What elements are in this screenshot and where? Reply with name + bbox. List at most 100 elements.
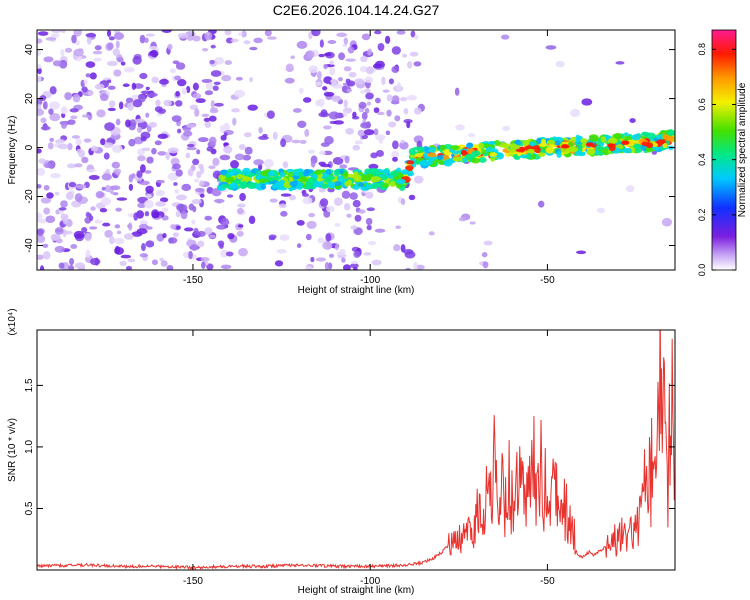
spectrogram-noise-blob [201, 113, 210, 118]
spectrogram-noise-blob [104, 185, 112, 193]
spectrogram-noise-blob [139, 34, 146, 44]
spectrogram-ridge-blob [320, 183, 329, 189]
spectrogram-noise-blob [43, 184, 50, 191]
spectrogram-noise-blob [118, 101, 124, 110]
spectrogram-noise-blob [38, 158, 46, 164]
spectrogram-noise-blob [101, 186, 106, 191]
spectrogram-noise-blob [343, 99, 348, 108]
spectrogram-noise-blob [343, 37, 349, 45]
spectrogram-noise-blob [133, 212, 139, 221]
spectrogram-noise-blob [210, 100, 215, 109]
spectrogram-noise-blob [350, 225, 358, 230]
spectrogram-noise-blob [372, 63, 383, 69]
spectrogram-ridge-blob [545, 146, 554, 154]
spectrogram-ridge-blob [405, 165, 414, 171]
spectrogram-noise-blob [89, 72, 97, 80]
spectrogram-noise-blob [274, 260, 284, 267]
spectrogram-noise-blob [310, 159, 316, 168]
spectrogram-noise-blob [386, 109, 392, 117]
spectrogram-ridge-blob [358, 182, 365, 188]
spectrogram-noise-blob [264, 30, 272, 37]
spectrogram-noise-blob [115, 40, 120, 49]
spectrogram-noise-blob [64, 92, 73, 101]
spectrogram-noise-blob [352, 199, 361, 208]
spectrogram-noise-blob [85, 211, 91, 218]
spectrogram-noise-blob [220, 217, 230, 227]
spectrogram-noise-blob [268, 234, 277, 239]
spectrogram-noise-blob [305, 266, 313, 270]
spectrogram-noise-blob [258, 127, 263, 134]
spectrogram-noise-blob [107, 42, 114, 50]
spectrogram-noise-blob [227, 232, 235, 240]
spectrogram-noise-blob [570, 108, 581, 118]
spectrogram-noise-blob [62, 215, 68, 225]
spectrogram-noise-blob [46, 192, 54, 199]
spectrogram-noise-blob [198, 163, 204, 170]
spectrogram-ridge-blob [622, 147, 632, 154]
spectrogram-noise-blob [37, 184, 42, 189]
spectrogram-ridge-blob [631, 134, 641, 141]
spectrogram-noise-blob [85, 32, 97, 38]
spectrogram-noise-blob [308, 65, 319, 74]
spectrogram-noise-blob [323, 125, 332, 130]
spectrogram-noise-blob [157, 133, 168, 139]
spectrogram-noise-blob [302, 193, 310, 197]
spectrogram-noise-blob [361, 33, 371, 41]
spectrogram-ridge-blob [370, 176, 381, 183]
spectrogram-noise-blob [140, 90, 152, 95]
spectrogram-y-axis-label: Frequency (Hz) [7, 116, 18, 185]
spectrogram-noise-blob [37, 67, 42, 75]
spectrogram-noise-blob [185, 152, 191, 159]
spectrogram-noise-blob [399, 141, 409, 150]
spectrogram-ridge-blob [267, 170, 275, 177]
spectrogram-noise-blob [113, 237, 125, 245]
spectrogram-noise-blob [296, 40, 308, 49]
spectrogram-noise-blob [318, 161, 326, 166]
spectrogram-noise-blob [318, 150, 326, 156]
spectrogram-noise-blob [248, 76, 254, 83]
spectrogram-noise-blob [139, 220, 149, 226]
spectrogram-ridge-blob [533, 145, 540, 150]
snr-series-line [37, 330, 675, 570]
spectrogram-noise-blob [226, 194, 234, 198]
spectrogram-ridge-blob [556, 151, 562, 158]
spectrogram-noise-blob [373, 128, 379, 136]
spectrogram-noise-blob [102, 142, 114, 148]
spectrogram-noise-blob [248, 215, 256, 225]
spectrogram-noise-blob [280, 193, 292, 197]
spectrogram-noise-blob [396, 82, 402, 91]
spectrogram-noise-blob [234, 153, 245, 161]
spectrogram-noise-blob [210, 44, 216, 49]
spectrogram-ridge-blob [574, 150, 582, 156]
spectrogram-noise-blob [324, 52, 332, 57]
spectrogram-noise-blob [137, 155, 146, 162]
spectrogram-noise-blob [292, 108, 302, 113]
spectrogram-noise-blob [337, 77, 343, 82]
spectrogram-noise-blob [83, 138, 92, 143]
spectrogram-noise-blob [208, 136, 217, 146]
spectrogram-peak-blob [607, 143, 616, 148]
spectrogram-noise-blob [357, 129, 365, 137]
spectrogram-ridge-blob [537, 152, 546, 157]
spectrogram-noise-blob [319, 39, 324, 48]
spectrogram-noise-blob [344, 203, 351, 211]
spectrogram-noise-blob [206, 263, 214, 270]
spectrogram-y-tick-label: 20 [24, 93, 35, 105]
snr-x-ticks: -150 -100 -50 [183, 330, 555, 587]
spectrogram-noise-blob [115, 118, 121, 126]
spectrogram-noise-blob [125, 265, 133, 270]
spectrogram-ridge-blob [526, 152, 532, 160]
spectrogram-noise-blob [204, 121, 212, 128]
spectrogram-noise-blob [349, 192, 358, 200]
spectrogram-noise-blob [366, 207, 375, 212]
spectrogram-noise-blob [298, 87, 304, 94]
spectrogram-noise-blob [163, 99, 172, 107]
spectrogram-noise-blob [212, 85, 219, 91]
spectrogram-noise-blob [37, 49, 42, 57]
spectrogram-noise-blob [468, 133, 476, 138]
spectrogram-noise-blob [405, 267, 411, 270]
spectrogram-noise-blob [199, 193, 205, 198]
spectrogram-noise-blob [186, 143, 195, 148]
spectrogram-ridge-blob [414, 160, 421, 165]
spectrogram-noise-blob [413, 135, 424, 144]
